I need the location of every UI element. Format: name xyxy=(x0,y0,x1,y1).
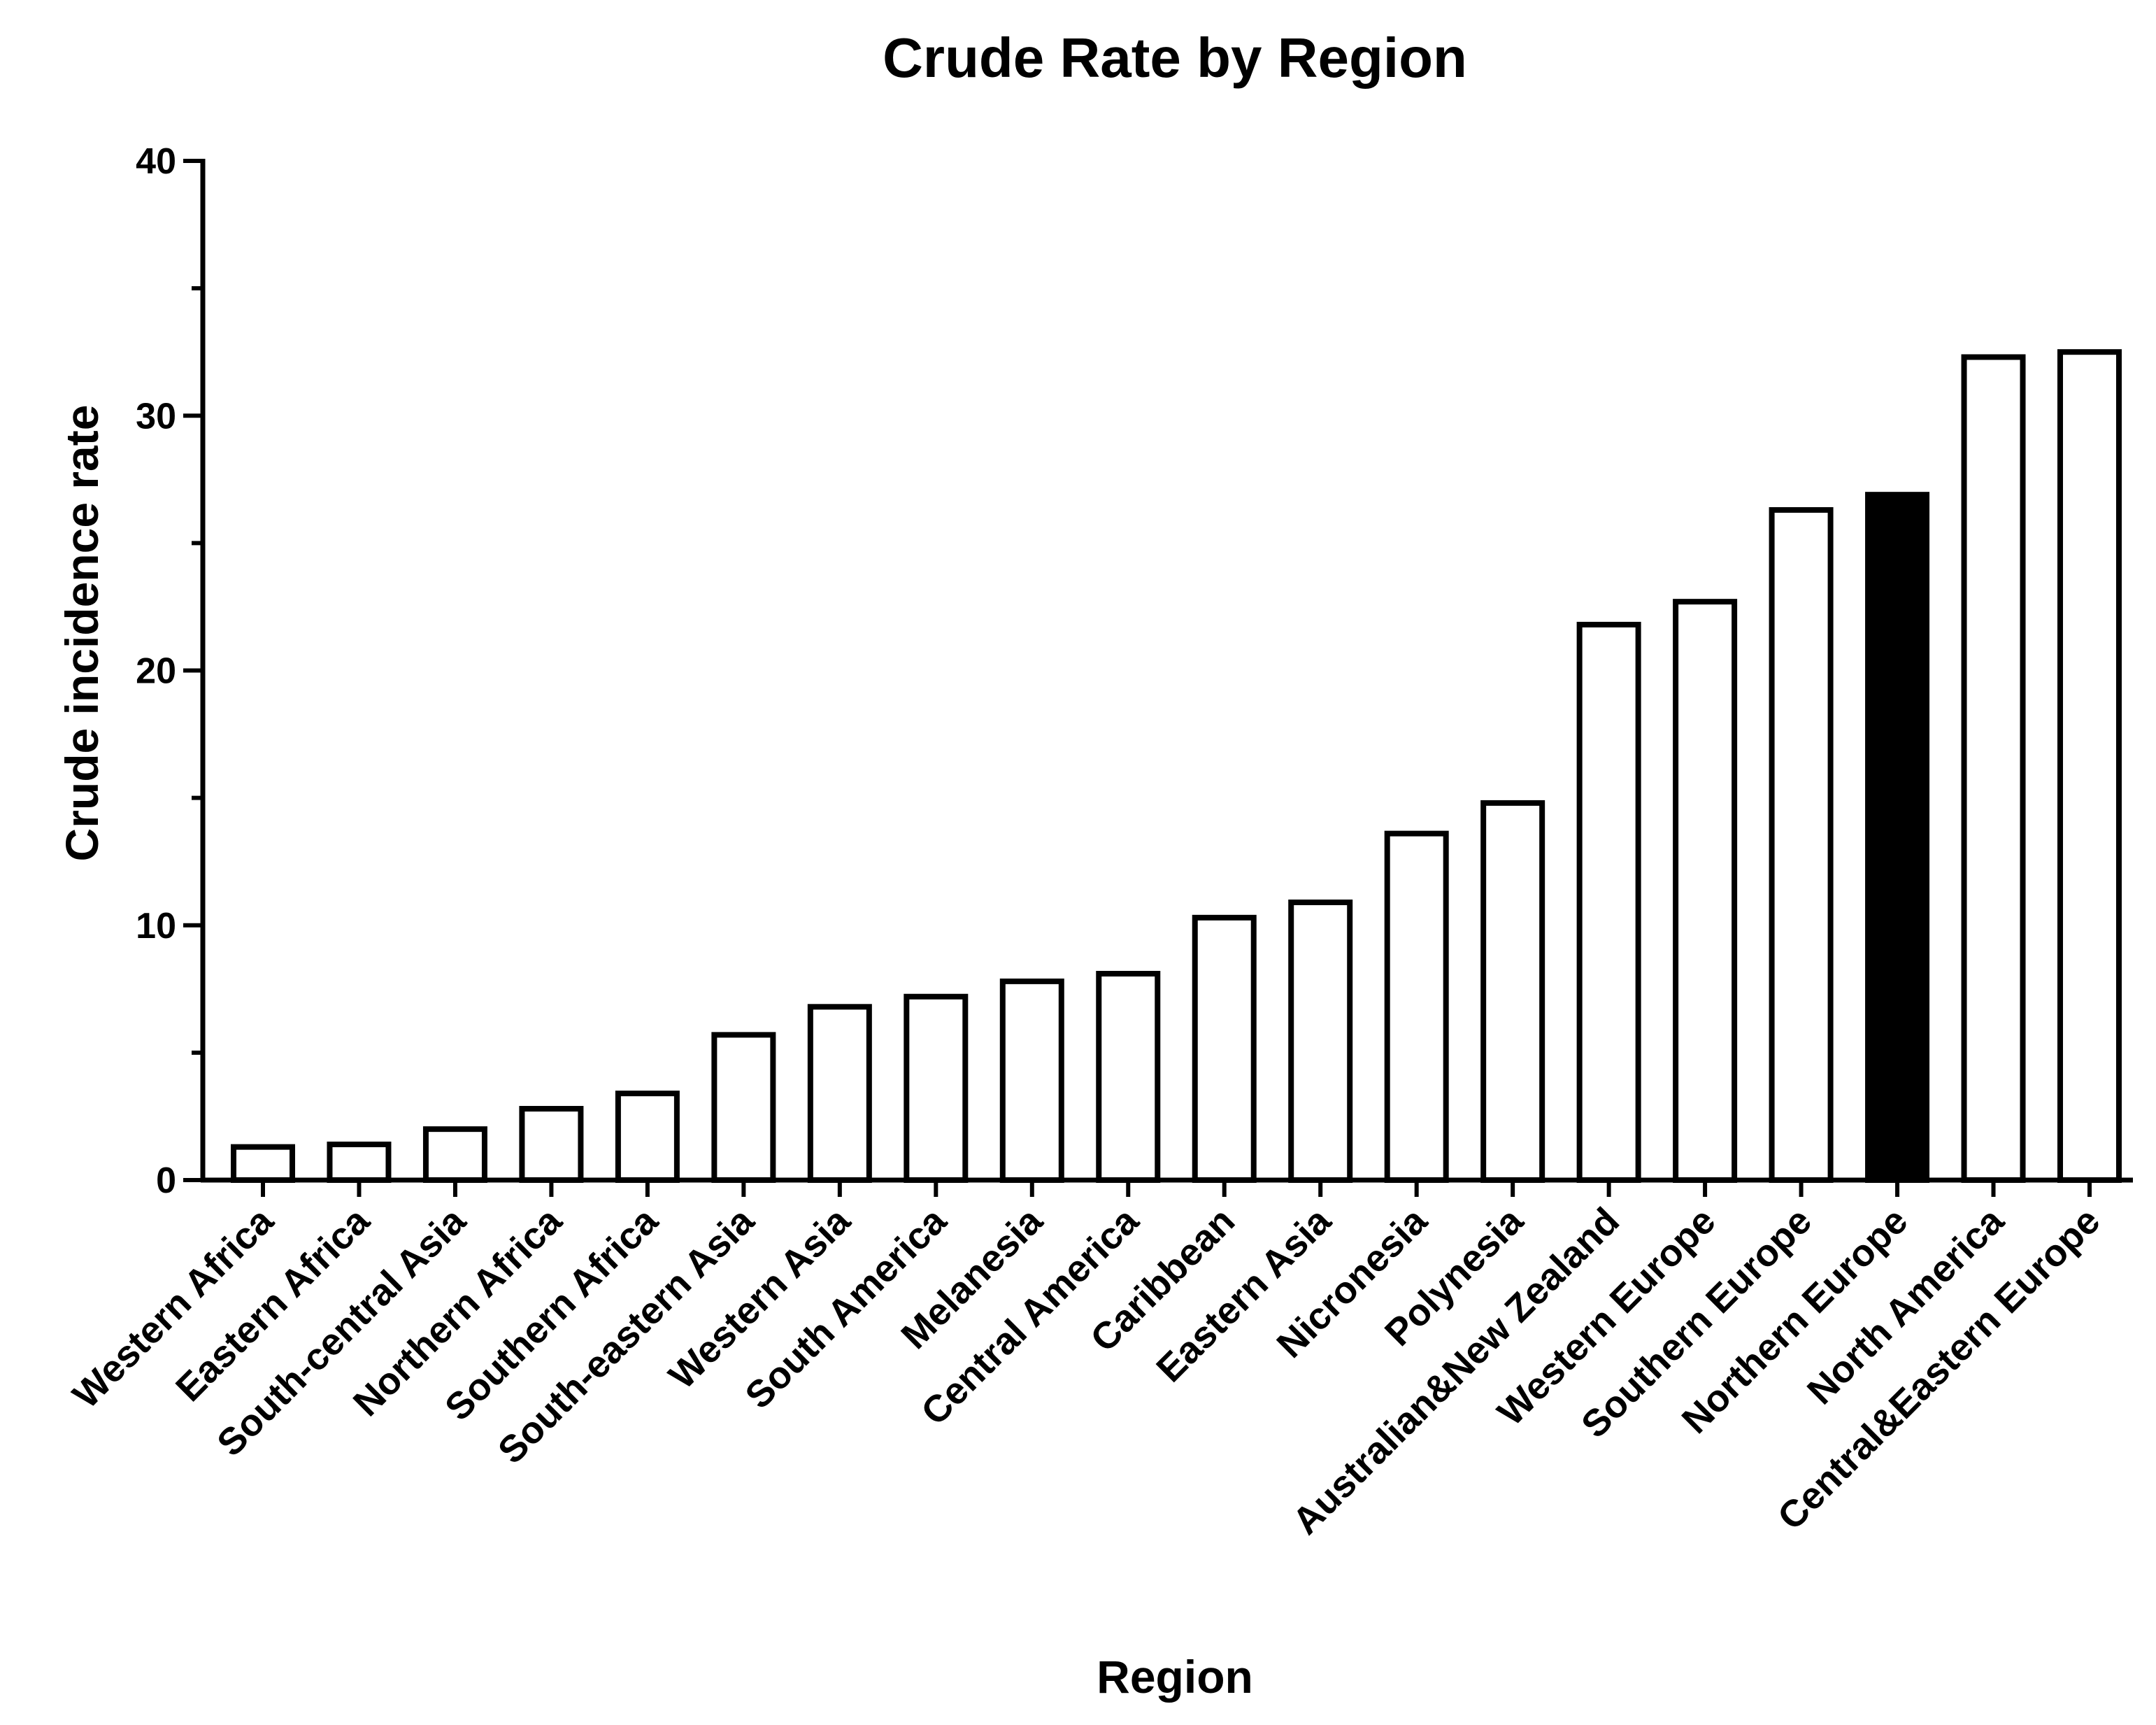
y-axis: 0 10 20 30 40 xyxy=(136,141,206,1201)
y-tick-label: 30 xyxy=(136,396,176,436)
bar-western-europe xyxy=(1673,599,1738,1183)
bar-south-central-asia xyxy=(422,1126,487,1184)
bar-nicronesia xyxy=(1384,830,1449,1183)
x-axis-label: Region xyxy=(1097,1651,1253,1703)
bar-central-eastern-europe xyxy=(2057,349,2122,1183)
bar-western-africa xyxy=(231,1144,295,1183)
y-tick-label: 10 xyxy=(136,906,176,946)
bar-south-america xyxy=(904,993,969,1183)
y-tick-label: 20 xyxy=(136,651,176,692)
bar-northern-africa xyxy=(519,1106,584,1184)
bar-caribbean xyxy=(1192,914,1257,1183)
bar-southern-europe xyxy=(1769,507,1834,1183)
bar-central-america xyxy=(1096,970,1161,1184)
bar-melanesia xyxy=(999,978,1064,1183)
bar-north-america xyxy=(1961,354,2026,1183)
y-tick-label: 0 xyxy=(156,1160,176,1201)
bar-eastern-africa xyxy=(327,1142,392,1184)
bar-south-eastern-asia xyxy=(711,1032,776,1183)
bars-group xyxy=(231,349,2122,1184)
bar-polynesia xyxy=(1480,800,1545,1184)
bar-northern-europe xyxy=(1865,492,1930,1183)
bar-southern-africa xyxy=(615,1091,680,1184)
x-axis xyxy=(201,1177,2133,1197)
bar-western-asia xyxy=(807,1004,872,1184)
chart-title: Crude Rate by Region xyxy=(883,27,1467,89)
y-tick-label: 40 xyxy=(136,141,176,182)
bar-australian-new-zealand xyxy=(1576,621,1641,1183)
y-axis-label: Crude incidence rate xyxy=(56,405,108,862)
bar-eastern-asia xyxy=(1288,899,1353,1184)
